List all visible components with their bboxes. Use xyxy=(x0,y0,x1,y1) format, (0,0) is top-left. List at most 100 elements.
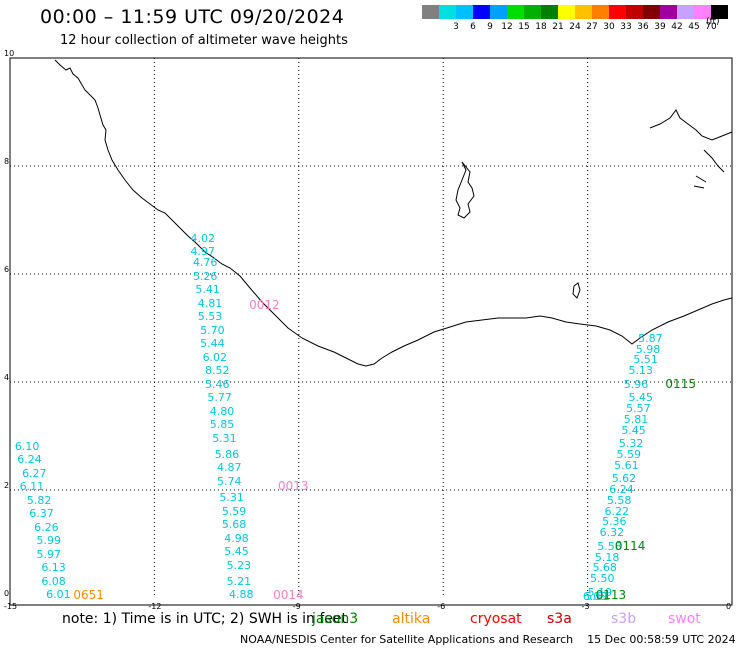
wave-height-value: 5.85 xyxy=(209,418,235,432)
legend-swatch xyxy=(439,5,456,19)
legend-label: 6 xyxy=(470,22,476,32)
pass-label: 0115 xyxy=(665,376,696,391)
legend-label: 42 xyxy=(671,22,683,32)
wave-height-value: 4.97 xyxy=(190,245,216,259)
legend-label: 27 xyxy=(586,22,598,32)
wave-height-value: 5.59 xyxy=(221,504,247,518)
pass-label: 0113 xyxy=(595,588,627,602)
legend-swatch xyxy=(422,5,439,19)
wave-height-value: 5.46 xyxy=(204,377,230,391)
y-tick-label: 0 xyxy=(4,589,10,598)
legend-swatch xyxy=(609,5,626,19)
wave-height-value: 5.98 xyxy=(635,342,661,356)
pass-label: 0651 xyxy=(73,588,104,602)
legend-label: 21 xyxy=(552,22,564,32)
legend-units: (ft) xyxy=(706,17,720,27)
wave-height-value: 5.74 xyxy=(217,474,242,488)
legend-label: 12 xyxy=(501,22,513,32)
wave-height-value: 8.52 xyxy=(204,364,230,378)
satellite-label-s3a: s3a xyxy=(547,611,572,627)
legend-label: 33 xyxy=(620,22,632,32)
wave-height-value: 5.44 xyxy=(200,337,225,351)
wave-height-value: 5.59 xyxy=(616,447,642,461)
wave-height-value: 4.98 xyxy=(224,531,249,545)
wave-height-value: 5.50 xyxy=(590,572,615,586)
page-subtitle: 12 hour collection of altimeter wave hei… xyxy=(60,33,348,48)
wave-height-value: 4.81 xyxy=(197,296,223,310)
wave-height-value: 5.26 xyxy=(192,269,218,283)
legend-label: 18 xyxy=(535,22,547,32)
wave-height-value: 5.51 xyxy=(633,353,658,367)
wave-height-value: 5.45 xyxy=(621,423,646,437)
legend-label: 15 xyxy=(518,22,530,32)
wave-height-value: 5.81 xyxy=(623,412,649,426)
wave-height-value: 6.37 xyxy=(29,507,54,521)
legend-swatch xyxy=(558,5,575,19)
y-tick-label: 4 xyxy=(4,373,10,382)
x-tick-label: -15 xyxy=(4,602,18,611)
wave-height-value: 5.36 xyxy=(602,515,627,529)
wave-height-value: 5.45 xyxy=(224,545,249,559)
legend-label: 30 xyxy=(603,22,615,32)
y-tick-label: 10 xyxy=(4,49,15,58)
pass-label: 0013 xyxy=(277,479,309,494)
legend-label: 36 xyxy=(637,22,649,32)
satellite-label-altika: altika xyxy=(392,611,431,627)
wave-height-value: 6.24 xyxy=(17,453,42,467)
legend-swatch xyxy=(541,5,558,19)
wave-height-value: 5.96 xyxy=(623,377,649,391)
bioko-island xyxy=(572,282,581,299)
footer-credit: NOAA/NESDIS Center for Satellite Applica… xyxy=(240,633,736,646)
wave-height-value: 5.70 xyxy=(200,323,225,337)
y-tick-label: 2 xyxy=(4,481,10,490)
wave-height-value: 5.86 xyxy=(214,447,240,461)
wave-height-value: 5.13 xyxy=(628,364,654,378)
legend-label: 45 xyxy=(688,22,700,32)
wave-height-value: 4.80 xyxy=(209,404,235,418)
wave-height-value: 5.77 xyxy=(207,391,232,405)
map-frame xyxy=(9,57,733,606)
x-tick-label: -3 xyxy=(581,602,590,611)
wave-height-value: 4.87 xyxy=(217,461,242,475)
wave-height-value: 5.62 xyxy=(611,472,637,486)
wave-height-value: 4.76 xyxy=(192,256,218,270)
legend-label: 24 xyxy=(569,22,581,32)
wave-height-value: 6.09 xyxy=(582,590,608,603)
wave-height-value: 5.68 xyxy=(592,561,617,575)
legend-swatch xyxy=(677,5,694,19)
legend-swatch xyxy=(524,5,541,19)
x-tick-label: -6 xyxy=(437,602,446,611)
pass-label: 0014 xyxy=(273,588,304,602)
wave-height-value: 5.45 xyxy=(628,391,654,405)
wave-height-value: 5.23 xyxy=(226,558,252,572)
legend-label: 9 xyxy=(487,22,493,32)
legend-swatch xyxy=(473,5,490,19)
legend-swatch xyxy=(456,5,473,19)
wave-height-value: 6.08 xyxy=(41,574,66,588)
wave-height-value: 6.22 xyxy=(604,504,629,518)
color-legend: 3 6 9 12 15 18 21 24 27 30 33 36 39 42 45 70 xyxy=(422,5,730,35)
wave-height-value: 5.31 xyxy=(219,491,244,505)
wave-height-value: 6.27 xyxy=(22,466,47,480)
wave-height-value: 5.61 xyxy=(614,458,639,472)
legend-swatch xyxy=(643,5,660,19)
x-tick-label: 0 xyxy=(726,602,732,611)
satellite-label-s3b: s3b xyxy=(611,611,637,627)
wave-height-value: 5.99 xyxy=(36,534,62,548)
y-tick-label: 8 xyxy=(4,157,10,166)
x-tick-label: -12 xyxy=(148,602,162,611)
wave-height-value: 4.88 xyxy=(229,588,254,602)
wave-height-value: 5.87 xyxy=(638,331,663,345)
satellite-label-jason3: jason3 xyxy=(312,611,359,627)
wave-height-value: 5.68 xyxy=(221,518,247,532)
wave-height-value: 5.61 xyxy=(585,590,610,603)
legend-swatch xyxy=(694,5,711,19)
pass-label: 0012 xyxy=(249,298,280,313)
y-tick-label: 6 xyxy=(4,265,10,274)
legend-swatch xyxy=(660,5,677,19)
legend-swatch xyxy=(711,5,728,19)
wave-height-value: 5.31 xyxy=(212,431,237,445)
wave-height-value: 6.13 xyxy=(41,561,66,575)
lake-volta-outline xyxy=(455,161,475,219)
